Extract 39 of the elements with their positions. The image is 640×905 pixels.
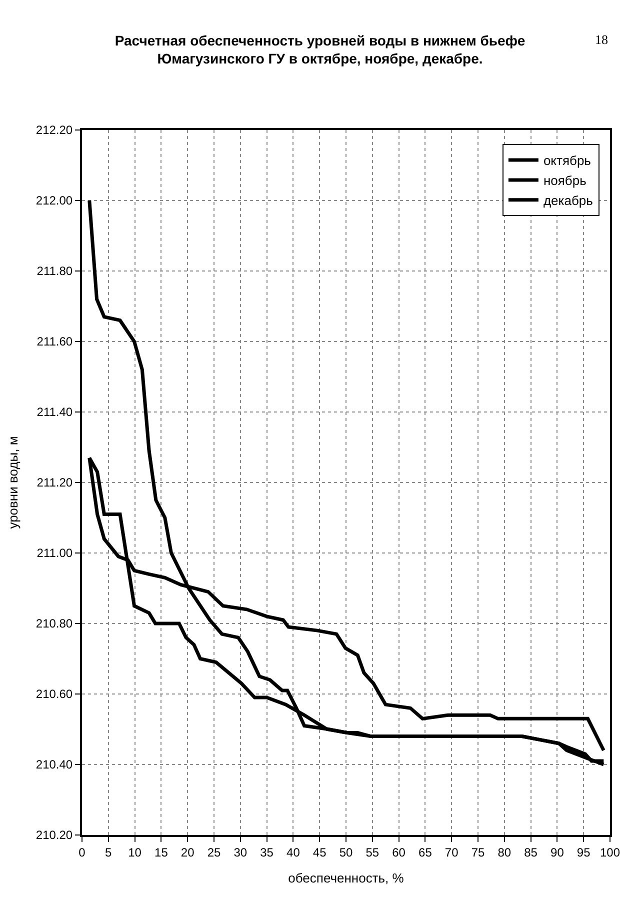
x-tick-label: 5 [105,845,112,860]
x-tick-label: 85 [524,845,538,860]
x-tick-label: 75 [471,845,485,860]
y-tick-label: 210.80 [36,616,73,631]
y-tick-label: 211.40 [36,405,73,420]
x-tick-label: 80 [498,845,512,860]
x-tick-label: 10 [128,845,142,860]
x-tick-label: 90 [550,845,564,860]
y-tick-label: 210.20 [36,828,73,842]
legend-label: декабрь [543,192,594,208]
text: 18 [595,32,608,47]
y-tick-label: 211.80 [36,264,73,278]
x-tick-label: 25 [207,845,221,860]
x-tick-label: 95 [576,845,591,860]
y-tick-label: 210.60 [36,687,73,702]
x-tick-label: 65 [418,845,432,860]
x-tick-label: 35 [260,845,274,860]
y-tick-label: 211.00 [36,546,73,560]
x-tick-label: 50 [339,845,353,860]
x-tick-label: 100 [600,845,620,860]
x-tick-label: 70 [444,845,459,860]
y-tick-label: 212.20 [36,123,73,138]
x-tick-label: 45 [312,845,327,860]
x-tick-label: 40 [286,845,300,860]
x-tick-label: 15 [154,845,168,860]
x-tick-label: 0 [78,845,86,860]
y-tick-label: 211.60 [36,334,73,349]
x-tick-label: 60 [392,845,406,860]
chart-title: Расчетная обеспеченность уровней воды в нижнем бьефе Юмагузинского ГУ в октябре, ноябре, декабре. [114,32,526,66]
x-tick-label: 55 [366,845,380,860]
y-tick-label: 211.20 [36,476,73,490]
legend-label: ноябрь [543,173,587,188]
y-axis-title: уровни воды, м [5,436,20,529]
x-tick-label: 20 [180,845,195,860]
y-tick-label: 210.40 [36,758,73,772]
x-tick-label: 30 [234,845,248,860]
x-axis-title: обеспеченность, % [288,870,404,886]
y-tick-label: 212.00 [36,194,73,208]
legend-label: октябрь [543,153,592,168]
